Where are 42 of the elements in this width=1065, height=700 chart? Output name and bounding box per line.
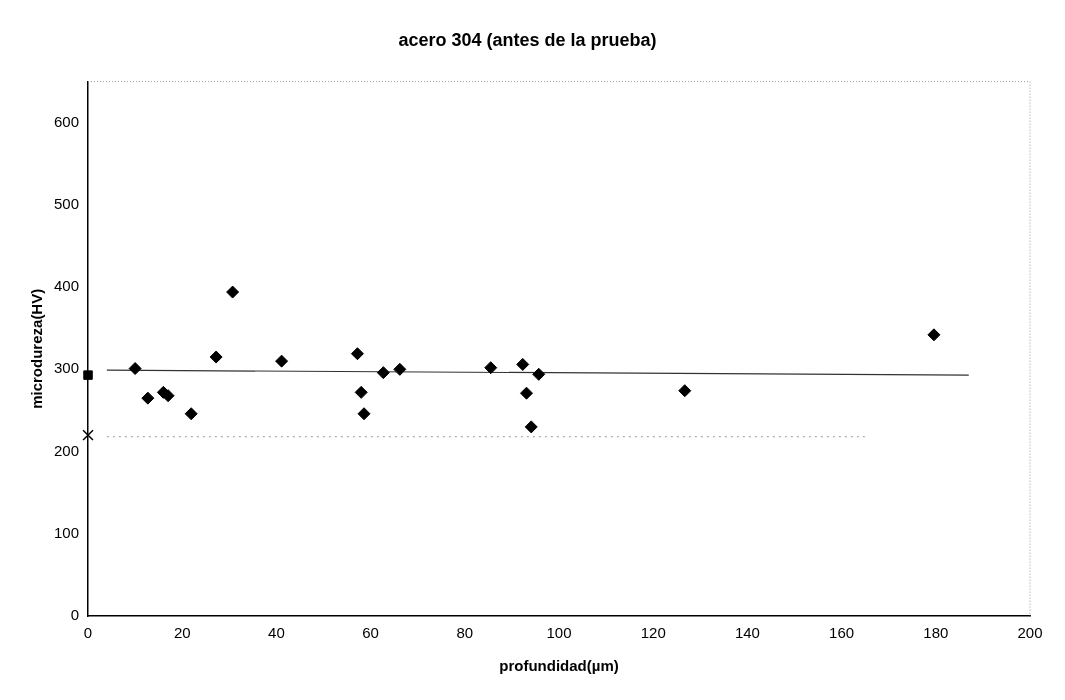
point [141, 391, 155, 405]
point [83, 370, 93, 380]
x-tick-label: 120 [640, 624, 666, 642]
point [209, 350, 223, 364]
x-tick-label: 180 [923, 624, 949, 642]
x-axis-title: profundidad(µm) [499, 657, 619, 675]
point [524, 420, 538, 434]
point [161, 389, 175, 403]
x-tick-label: 40 [268, 624, 285, 642]
point [520, 386, 534, 400]
x-tick-label: 60 [362, 624, 379, 642]
y-tick-label: 400 [54, 277, 80, 295]
y-tick-label: 200 [54, 441, 80, 459]
point [393, 362, 407, 376]
x-tick-label: 20 [173, 624, 191, 642]
x-tick-label: 0 [83, 624, 93, 642]
point [354, 385, 368, 399]
y-tick-label: 300 [54, 359, 80, 377]
x-tick-label: 160 [829, 624, 855, 642]
point [128, 362, 142, 376]
y-tick-label: 600 [54, 112, 80, 130]
point [376, 366, 390, 380]
chart-title: acero 304 (antes de la prueba) [398, 29, 657, 50]
x-tick-label: 80 [456, 624, 474, 642]
point [226, 285, 240, 299]
point [516, 357, 530, 371]
y-tick-label: 0 [70, 606, 80, 624]
x-tick-label: 140 [734, 624, 760, 642]
x-tick-label: 100 [546, 624, 572, 642]
point [82, 429, 94, 441]
point [184, 407, 198, 421]
point [678, 384, 692, 398]
point [484, 361, 498, 375]
point [927, 328, 941, 342]
point [350, 347, 364, 361]
y-axis-title: microdureza(HV) [28, 288, 46, 409]
x-tick-label: 200 [1017, 624, 1043, 642]
point [357, 407, 371, 421]
y-tick-label: 100 [54, 523, 80, 541]
y-tick-label: 500 [54, 195, 80, 213]
point [275, 354, 289, 368]
point [532, 367, 546, 381]
